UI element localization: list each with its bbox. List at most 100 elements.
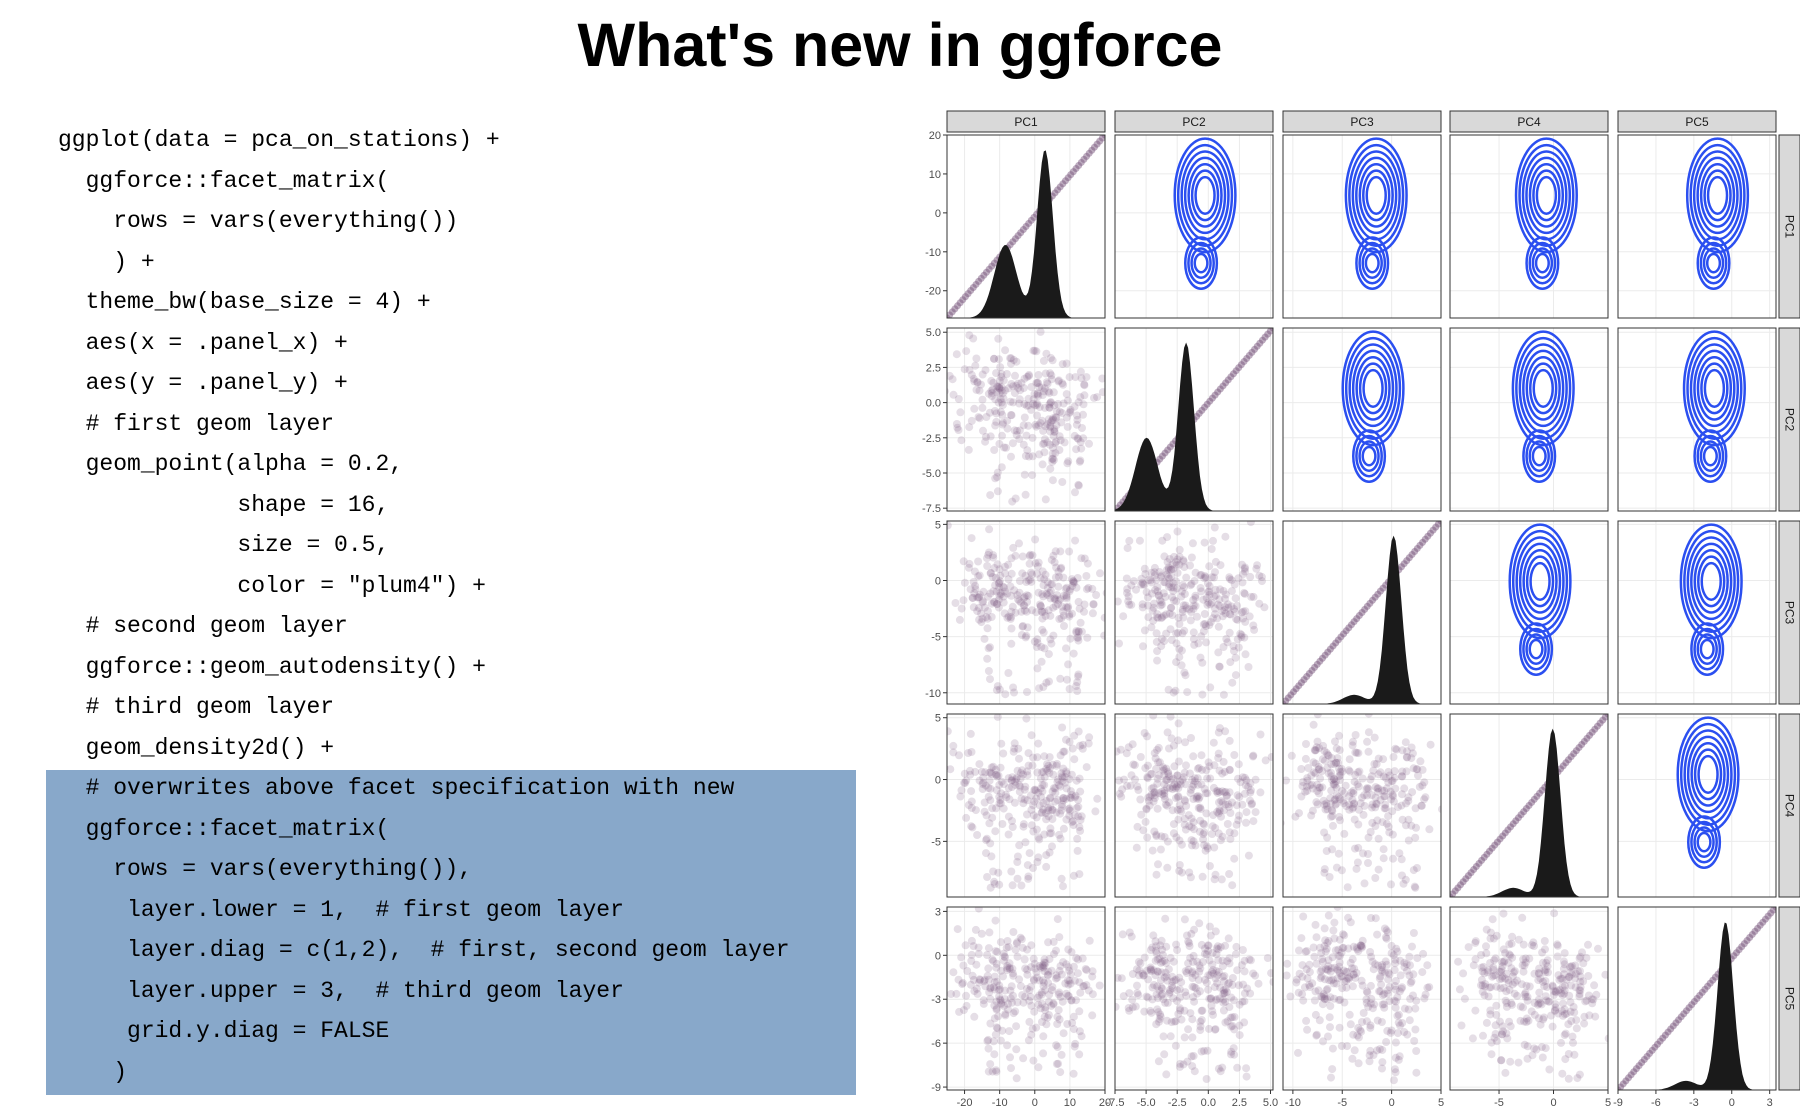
scatter-point — [1508, 953, 1517, 962]
scatter-point — [1152, 870, 1161, 879]
scatter-point — [1359, 810, 1368, 819]
scatter-point — [1374, 961, 1383, 970]
scatter-point — [1227, 1050, 1235, 1059]
scatter-point — [1560, 949, 1569, 958]
scatter-point — [1551, 1003, 1560, 1012]
scatter-point — [987, 392, 996, 400]
scatter-point — [1514, 1058, 1523, 1067]
scatter-point — [1233, 601, 1242, 610]
scatter-point — [1343, 974, 1352, 983]
scatter-point — [1182, 761, 1190, 770]
scatter-point — [1181, 780, 1190, 789]
scatter-point — [1208, 830, 1217, 838]
scatter-point — [1009, 971, 1018, 980]
scatter-point — [1187, 734, 1195, 742]
scatter-point — [974, 557, 983, 566]
scatter-point — [1025, 1017, 1034, 1026]
scatter-point — [1209, 783, 1218, 792]
scatter-point — [1014, 379, 1023, 388]
scatter-point — [1051, 449, 1060, 458]
scatter-point — [1180, 590, 1189, 598]
scatter-point — [1063, 422, 1072, 431]
scatter-point — [1063, 604, 1072, 612]
facet-panel — [1617, 520, 1777, 705]
scatter-point — [1140, 580, 1149, 589]
scatter-point — [982, 834, 991, 843]
scatter-point — [1063, 396, 1072, 405]
scatter-point — [1008, 969, 1017, 978]
scatter-point — [965, 423, 974, 432]
scatter-point — [1212, 995, 1221, 1004]
scatter-point — [1575, 992, 1584, 1001]
scatter-point — [1091, 807, 1100, 816]
scatter-point — [1026, 550, 1035, 559]
scatter-point — [1336, 795, 1344, 803]
scatter-point — [1160, 780, 1169, 789]
scatter-point — [1167, 775, 1176, 784]
scatter-point — [983, 592, 992, 601]
scatter-point — [1386, 787, 1395, 796]
density-contour — [1361, 247, 1383, 279]
scatter-point — [974, 907, 983, 913]
scatter-point — [986, 883, 995, 892]
scatter-point — [1227, 1047, 1236, 1056]
scatter-point — [1199, 830, 1208, 839]
scatter-point — [1328, 812, 1337, 820]
scatter-point — [1075, 604, 1084, 613]
autodensity-area — [1618, 922, 1776, 1090]
scatter-point — [1215, 662, 1224, 671]
facet-panel — [1617, 713, 1777, 898]
scatter-point — [1224, 800, 1233, 809]
scatter-point — [1214, 648, 1223, 657]
scatter-point — [1225, 766, 1234, 775]
scatter-point — [1063, 991, 1072, 1000]
scatter-point — [987, 613, 996, 621]
scatter-point — [1410, 1037, 1419, 1045]
scatter-point — [1180, 820, 1189, 829]
scatter-point — [1322, 799, 1331, 808]
scatter-point — [1204, 971, 1213, 980]
scatter-point — [1315, 744, 1324, 753]
scatter-point — [1182, 969, 1191, 977]
scatter-point — [983, 607, 992, 616]
scatter-point — [1313, 737, 1322, 746]
scatter-point — [1038, 976, 1047, 985]
density-contour — [1699, 638, 1715, 660]
scatter-point — [1235, 811, 1243, 820]
scatter-point — [1180, 915, 1189, 924]
y-tick-label: -10 — [925, 688, 941, 700]
scatter-point — [1362, 1017, 1371, 1026]
scatter-point — [1189, 1052, 1198, 1060]
scatter-point — [1092, 591, 1101, 599]
scatter-point — [1012, 773, 1021, 782]
scatter-point — [1192, 792, 1201, 801]
scatter-point — [1315, 765, 1324, 774]
density-contour — [1190, 247, 1212, 279]
scatter-point — [1261, 756, 1270, 765]
scatter-point — [986, 994, 995, 1003]
scatter-point — [1046, 427, 1055, 436]
scatter-point — [1384, 812, 1393, 821]
scatter-point — [1218, 769, 1227, 778]
scatter-point — [1033, 389, 1042, 398]
scatter-point — [1073, 415, 1082, 424]
scatter-point — [1158, 984, 1167, 993]
scatter-point — [1079, 434, 1088, 443]
scatter-point — [1196, 653, 1205, 662]
scatter-point — [992, 997, 1001, 1006]
scatter-point — [973, 831, 982, 839]
scatter-point — [1174, 815, 1183, 824]
scatter-point — [1034, 853, 1043, 862]
scatter-point — [990, 985, 999, 994]
scatter-point — [1175, 1062, 1184, 1071]
scatter-point — [1354, 843, 1363, 852]
scatter-point — [1212, 944, 1221, 953]
scatter-point — [1351, 731, 1360, 739]
scatter-point — [1383, 986, 1392, 995]
scatter-point — [1033, 390, 1042, 399]
scatter-point — [1505, 940, 1514, 949]
scatter-point — [1123, 782, 1132, 790]
density-contour — [1522, 549, 1558, 614]
scatter-point — [1046, 423, 1055, 432]
scatter-point — [1157, 600, 1166, 609]
